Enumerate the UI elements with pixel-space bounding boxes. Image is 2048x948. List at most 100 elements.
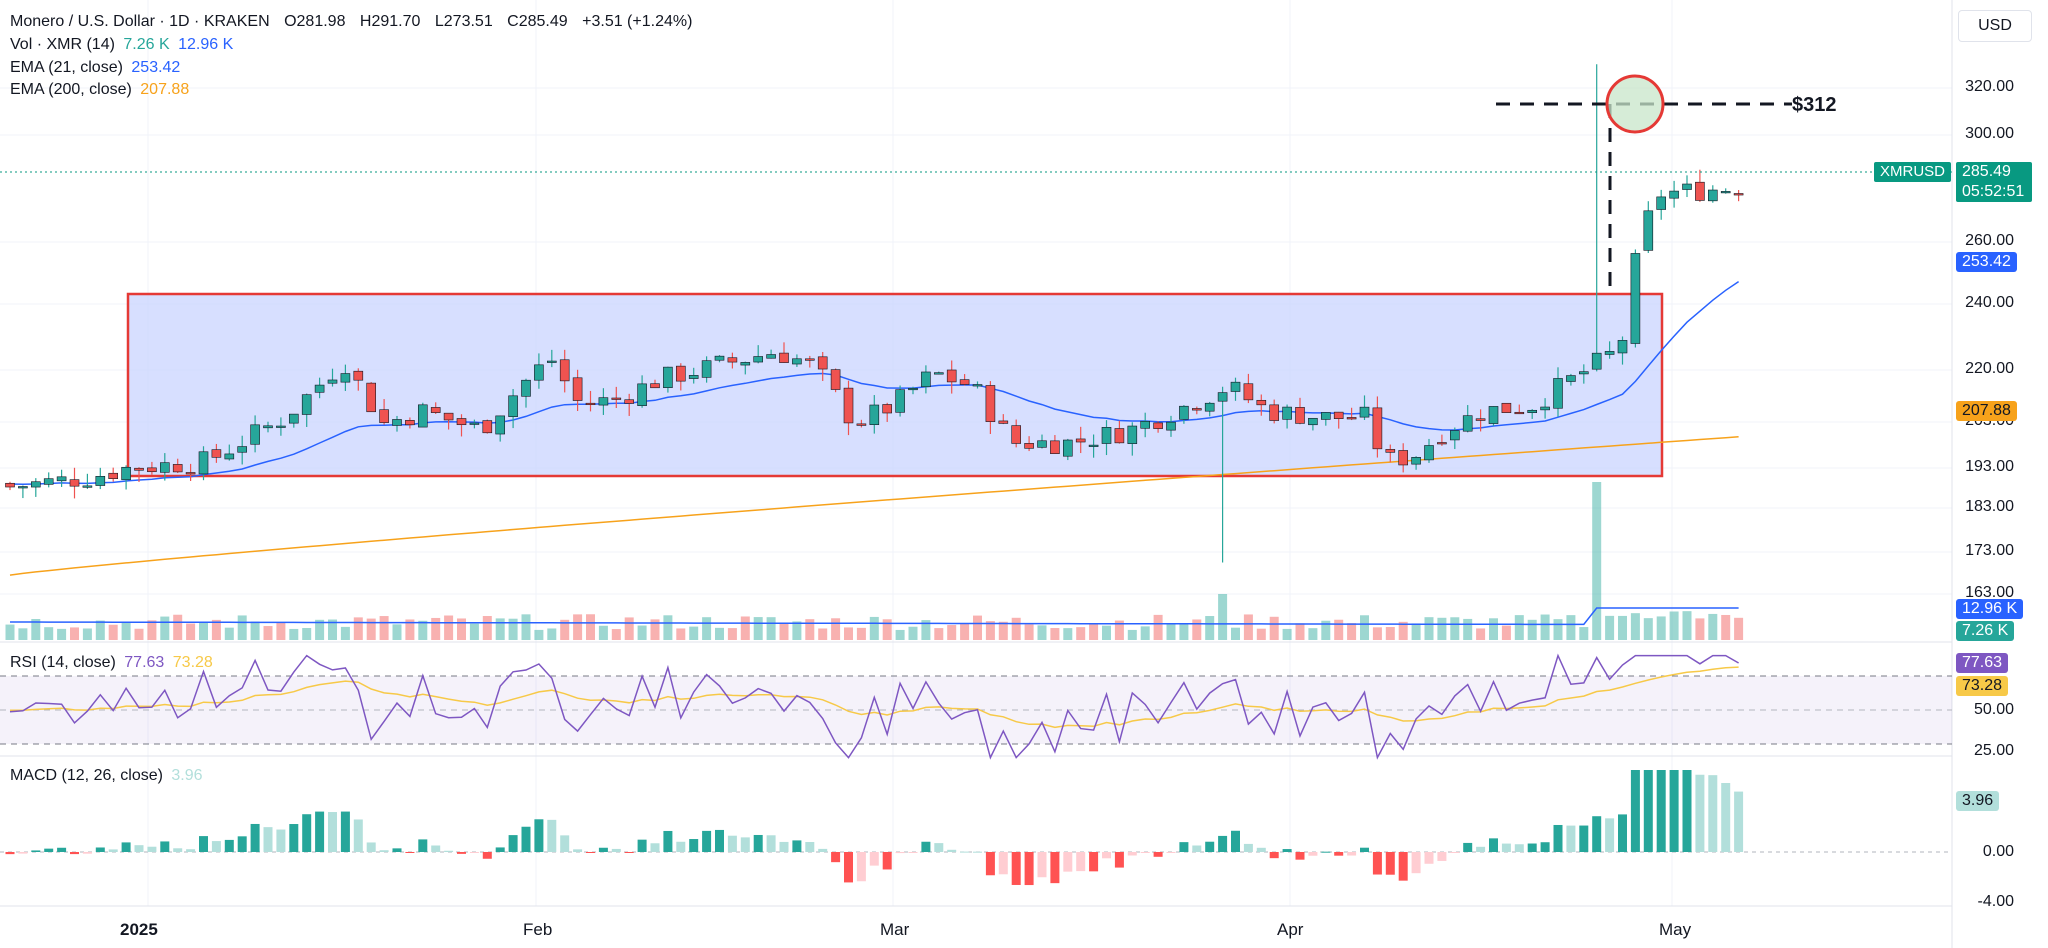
candle-body[interactable] [559,359,570,382]
candle-body[interactable] [405,420,415,426]
candle-body[interactable] [998,420,1009,424]
candle-body[interactable] [237,446,247,453]
candle-body[interactable] [185,472,196,475]
candle-body[interactable] [611,397,622,400]
candle-body[interactable] [585,402,596,406]
candle-body[interactable] [224,453,235,460]
candle-body[interactable] [1359,406,1370,418]
candle-body[interactable] [366,382,377,413]
candle-body[interactable] [921,371,931,388]
candle-body[interactable] [843,387,854,424]
candle-body[interactable] [1217,392,1228,402]
candle-body[interactable] [353,370,364,381]
candle-body[interactable] [688,375,699,379]
candle-body[interactable] [1591,352,1602,370]
candle-body[interactable] [379,409,389,423]
candle-body[interactable] [211,449,222,458]
candle-body[interactable] [108,472,118,479]
candle-body[interactable] [1682,183,1692,190]
candle-body[interactable] [443,412,454,421]
candle-body[interactable] [508,395,518,417]
candle-body[interactable] [882,404,893,414]
candle-body[interactable] [598,397,609,406]
candle-body[interactable] [1295,407,1305,424]
candle-body[interactable] [1372,407,1383,450]
candle-body[interactable] [1720,191,1731,194]
candle-body[interactable] [1656,196,1666,210]
candle-body[interactable] [430,407,441,413]
rsi-legend[interactable]: RSI (14, close) 77.63 73.28 [10,653,217,673]
candle-body[interactable] [1282,406,1292,420]
volume-legend[interactable]: Vol · XMR (14) 7.26 K 12.96 K [10,35,237,55]
candle-body[interactable] [456,418,467,426]
candle-body[interactable] [1011,425,1022,444]
candle-body[interactable] [1630,253,1641,344]
candle-body[interactable] [1037,440,1047,448]
candle-body[interactable] [1385,449,1396,453]
candle-body[interactable] [714,355,725,361]
candle-body[interactable] [276,425,286,428]
candle-body[interactable] [417,404,428,428]
candle-body[interactable] [250,424,260,445]
candle-body[interactable] [946,369,957,383]
candle-body[interactable] [5,482,15,488]
candle-body[interactable] [546,360,557,363]
candle-body[interactable] [1127,425,1138,444]
candle-body[interactable] [972,384,983,387]
candle-body[interactable] [572,377,583,401]
candle-body[interactable] [1192,408,1202,411]
candle-body[interactable] [1308,417,1318,426]
candle-body[interactable] [1243,383,1254,401]
candle-body[interactable] [1604,351,1615,355]
candle-body[interactable] [727,357,738,363]
candle-body[interactable] [1733,193,1744,196]
candle-body[interactable] [817,356,828,370]
candle-body[interactable] [1321,412,1331,420]
candle-body[interactable] [830,369,841,390]
candle-body[interactable] [1333,411,1344,419]
macd-legend[interactable]: MACD (12, 26, close) 3.96 [10,766,207,786]
candle-body[interactable] [160,462,170,473]
candle-body[interactable] [1669,190,1679,199]
candle-body[interactable] [1450,430,1460,441]
candle-body[interactable] [779,352,789,363]
candle-body[interactable] [30,481,41,488]
candle-body[interactable] [1075,438,1086,443]
candle-body[interactable] [495,415,506,435]
candle-body[interactable] [1579,371,1589,375]
candle-body[interactable] [1101,427,1112,444]
candle-body[interactable] [1566,375,1576,382]
candle-body[interactable] [1695,181,1705,201]
candle-body[interactable] [314,384,325,393]
candle-body[interactable] [482,420,493,434]
candle-body[interactable] [1050,440,1060,454]
candle-body[interactable] [985,385,996,422]
candle-body[interactable] [327,379,338,384]
candle-body[interactable] [147,467,157,473]
candle-body[interactable] [1514,411,1525,415]
candle-body[interactable] [288,413,299,424]
candle-body[interactable] [766,354,776,359]
candle-body[interactable] [521,379,531,397]
candle-body[interactable] [663,366,673,388]
candle-body[interactable] [1346,417,1357,420]
candle-body[interactable] [263,425,273,429]
candle-body[interactable] [1527,409,1537,413]
candle-body[interactable] [43,478,54,485]
ema200-legend[interactable]: EMA (200, close) 207.88 [10,80,193,100]
candle-body[interactable] [1708,189,1718,202]
candle-body[interactable] [1501,402,1512,413]
candle-body[interactable] [753,356,764,363]
candle-body[interactable] [172,464,183,473]
candle-body[interactable] [1269,404,1279,421]
candle-body[interactable] [933,372,944,375]
candle-body[interactable] [1114,428,1125,444]
candle-body[interactable] [1166,421,1176,431]
candle-body[interactable] [82,485,93,488]
symbol-tag[interactable]: XMRUSD [1874,162,1952,182]
candle-body[interactable] [701,360,712,378]
candle-body[interactable] [740,362,751,366]
candle-body[interactable] [134,467,144,471]
candle-body[interactable] [1488,406,1499,424]
